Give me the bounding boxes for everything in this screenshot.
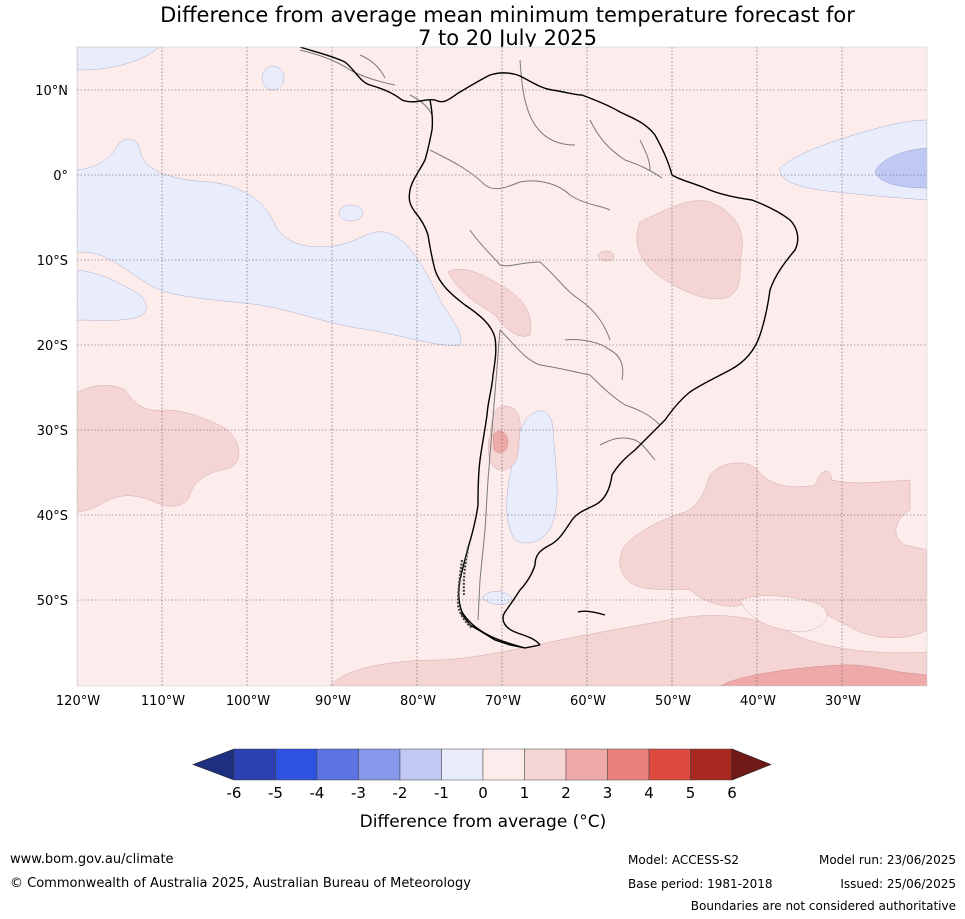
cool-region-argentina [506,410,558,544]
longitude-labels: 120°W 110°W 100°W 90°W 80°W 70°W 60°W 50… [56,694,861,709]
lon-label: 40°W [740,694,776,709]
colorbar-swatch [565,748,608,781]
title-line-2: 7 to 20 July 2025 [417,26,598,50]
colorbar-extend-high [731,748,772,781]
cool-region-pacific-south [77,269,147,321]
country-borders [299,49,663,621]
lon-label: 100°W [226,694,270,709]
warm-core-south-ocean [719,664,927,686]
colorbar-swatch [607,748,650,781]
colorbar-ticks: -6 -5 -4 -3 -2 -1 0 1 2 3 4 5 6 [227,784,737,802]
warm-region-south-ocean [329,615,927,686]
footer-base-period: Base period: 1981-2018 [628,877,773,891]
title-line-1: Difference from average mean minimum tem… [160,3,855,27]
map-title: Difference from average mean minimum tem… [0,4,965,50]
colorbar-tick-label: 2 [561,784,571,802]
lon-label: 50°W [655,694,691,709]
warm-core-andes [492,430,509,453]
footer-model: Model: ACCESS-S2 [628,853,740,867]
lon-label: 90°W [315,694,351,709]
colorbar-label: Difference from average (°C) [360,812,607,832]
cool-patch-small [261,65,285,91]
colorbar-tick-label: -5 [268,784,283,802]
latitude-labels: 10°N 0° 10°S 20°S 30°S 40°S 50°S [35,84,68,609]
colorbar-swatch [358,748,401,781]
lon-label: 80°W [400,694,436,709]
colorbar-tick-label: -6 [227,784,242,802]
warm-region-brazil [636,200,743,300]
colorbar-tick-label: -3 [351,784,366,802]
cool-region-pacific-west [77,138,462,346]
colorbar-tick-label: 0 [478,784,488,802]
lat-label: 10°N [35,84,68,99]
footer-copyright: © Commonwealth of Australia 2025, Austra… [10,876,471,891]
lat-label: 50°S [37,594,68,609]
footer-model-run: Model run: 23/06/2025 [818,853,956,867]
colorbar-tick-label: 5 [686,784,696,802]
warm-region-pacific-south [77,385,240,513]
colorbar-tick-label: -4 [310,784,325,802]
lon-label: 110°W [141,694,185,709]
chile-archipelago [456,547,473,629]
warm-region-south-atlantic [619,462,927,638]
cool-region-patagonia [481,591,513,605]
colorbar-swatch [482,748,525,781]
colorbar-swatch [233,748,276,781]
coastlines [299,47,799,649]
footer-disclaimer: Boundaries are not considered authoritat… [690,899,956,913]
colorbar-tick-label: -1 [434,784,449,802]
colorbar-swatch [524,748,567,781]
cool-region-north [77,47,161,71]
lon-label: 60°W [570,694,606,709]
lat-label: 30°S [37,424,68,439]
colorbar [192,748,772,781]
footer-website: www.bom.gov.au/climate [10,852,174,867]
lon-label: 70°W [485,694,521,709]
colorbar-tick-label: 3 [603,784,613,802]
colorbar-extend-low [192,748,235,781]
lat-label: 10°S [37,254,68,269]
cool-patch-south-ocean [739,595,828,633]
warm-patch-small [597,250,615,262]
lon-label: 120°W [56,694,100,709]
colorbar-swatch [316,748,359,781]
graticule [77,47,927,686]
colorbar-swatch [399,748,442,781]
colorbar-swatch [441,748,484,781]
lon-label: 30°W [825,694,861,709]
lat-label: 0° [53,169,68,184]
colorbar-swatch [648,748,691,781]
map-panel [77,47,927,686]
cool-region-atlantic-core [874,147,927,189]
colorbar-tick-label: 1 [520,784,530,802]
colorbar-swatch [690,748,733,781]
footer-issued: Issued: 25/06/2025 [840,877,956,891]
map-frame [76,46,928,687]
colorbar-tick-label: 4 [644,784,654,802]
colorbar-swatch [275,748,318,781]
colorbar-tick-label: 6 [727,784,737,802]
colorbar-tick-label: -2 [393,784,408,802]
warm-region-andes-north [447,269,532,337]
lat-label: 40°S [37,509,68,524]
cool-patch-small [338,204,364,222]
lat-label: 20°S [37,339,68,354]
